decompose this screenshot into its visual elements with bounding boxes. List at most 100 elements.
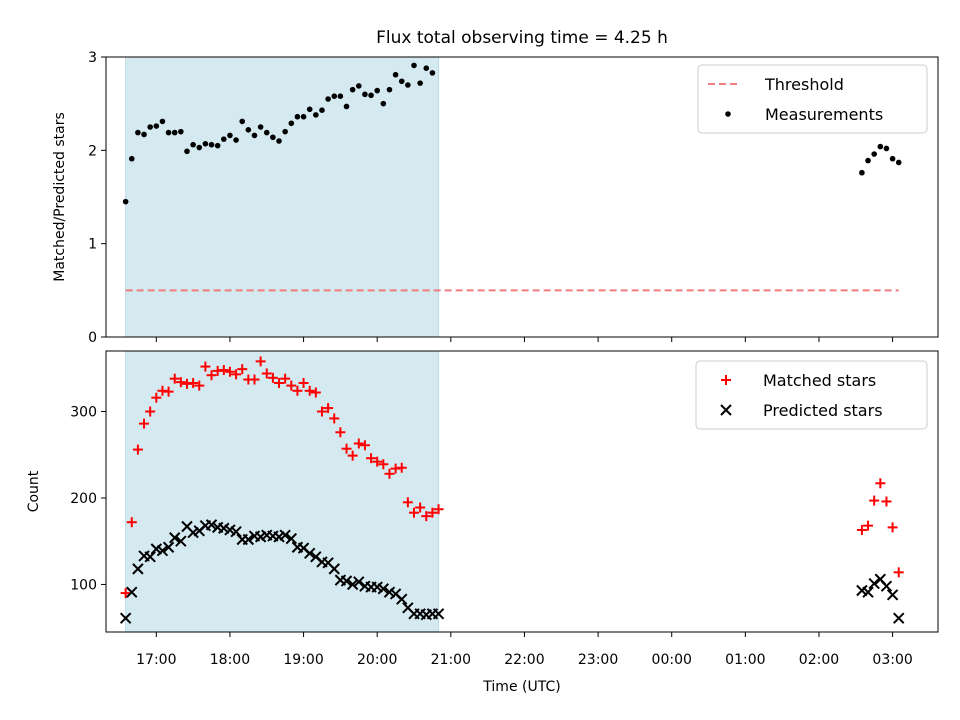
measurement-point <box>883 145 890 152</box>
measurement-point <box>871 151 877 157</box>
plot-area-frame <box>105 56 939 338</box>
predicted-stars-point <box>144 551 156 563</box>
predicted-stars-point <box>346 578 359 591</box>
y-tick-label: 100 <box>70 577 97 593</box>
predicted-stars-point <box>126 586 138 598</box>
matched-stars-point <box>323 403 334 414</box>
measurement-point <box>221 136 227 142</box>
matched-stars-point <box>329 413 340 424</box>
predicted-stars-point <box>328 563 340 575</box>
predicted-stars-point <box>230 525 242 538</box>
measurement-point <box>153 123 160 129</box>
predicted-stars-point <box>242 533 255 546</box>
measurement-point <box>263 129 270 136</box>
measurement-point <box>877 143 884 150</box>
measurement-point <box>889 155 896 162</box>
x-tick-label: 20:00 <box>357 652 397 668</box>
measurement-point <box>128 155 135 162</box>
matched-stars-point <box>151 392 162 403</box>
x-axis-ticks: 17:00 18:00 19:00 20:00 21:00 22:00 23:00 00:00… <box>136 337 913 668</box>
matched-stars-point <box>206 370 217 381</box>
predicted-stars-point <box>303 547 316 560</box>
measurement-point <box>392 71 399 78</box>
measurement-point <box>122 198 129 205</box>
predicted-stars-point <box>279 529 291 541</box>
predicted-stars-point <box>432 608 445 620</box>
predicted-stars-point <box>132 563 144 575</box>
matched-stars-point <box>341 443 352 454</box>
measurement-point <box>337 93 344 99</box>
measurement-point <box>349 86 356 93</box>
measurement-point <box>313 112 319 118</box>
measurement-point <box>288 120 295 127</box>
matched-stars-point <box>353 438 364 449</box>
matched-stars-point <box>893 567 904 578</box>
matched-stars-point <box>402 497 413 508</box>
measurement-point <box>171 129 178 136</box>
matched-stars-point <box>856 524 867 535</box>
x-tick-label: 18:00 <box>210 652 250 668</box>
measurement-point <box>202 141 209 147</box>
measurement-point <box>325 96 331 102</box>
predicted-stars-point <box>886 589 899 601</box>
legend-matched-swatch <box>721 375 731 385</box>
predicted-stars-point <box>893 612 905 624</box>
y-tick-label: 0 <box>88 330 97 346</box>
predicted-stars-point <box>868 577 880 590</box>
measurement-point <box>362 91 368 98</box>
x-tick-label: 17:00 <box>136 652 176 668</box>
x-tick-label: 19:00 <box>283 652 323 668</box>
legend-frame <box>697 64 928 134</box>
y-tick-label: 2 <box>88 143 97 159</box>
measurement-point <box>423 65 430 71</box>
measurement-point <box>374 87 380 94</box>
measurement-point <box>386 86 393 93</box>
measurement-point <box>135 129 141 136</box>
matched-stars-point <box>887 522 898 533</box>
matched-stars-point <box>200 361 211 372</box>
measurement-point <box>331 93 338 99</box>
predicted-stars-point <box>205 519 218 531</box>
matched-stars-point <box>384 468 395 479</box>
measurement-point <box>319 107 325 113</box>
predicted-stars-point <box>377 583 390 595</box>
plot-area-frame <box>105 350 939 633</box>
chart-title: Flux total observing time = 4.25 h <box>376 28 668 48</box>
matched-stars-point <box>286 380 297 391</box>
measurement-point <box>405 82 411 88</box>
measurement-point <box>147 124 153 130</box>
matched-stars-point <box>274 377 285 388</box>
predicted-stars-point <box>119 612 132 624</box>
measurement-point <box>165 129 172 136</box>
matched-stars-point <box>249 374 260 385</box>
measurement-point <box>865 157 871 164</box>
x-tick-label: 00:00 <box>652 652 692 668</box>
measurement-point <box>159 118 166 125</box>
measurement-point <box>294 113 301 120</box>
measurement-point <box>306 106 313 113</box>
measurement-point <box>343 103 350 110</box>
ratio-y-axis-label: Matched/Predicted stars <box>52 112 68 282</box>
matched-stars-point <box>261 368 272 379</box>
matched-stars-point <box>347 450 358 461</box>
matched-stars-point <box>427 507 438 518</box>
predicted-stars-point <box>353 576 365 588</box>
measurement-point <box>245 127 252 133</box>
measurement-point <box>895 159 902 166</box>
measurement-point <box>239 118 246 125</box>
matched-stars-point <box>139 418 150 429</box>
matched-stars-point <box>396 462 407 473</box>
predicted-stars-point <box>285 532 298 545</box>
measurement-point <box>380 100 387 107</box>
measurement-point <box>276 138 282 144</box>
measurement-point <box>257 124 264 130</box>
measurement-point <box>227 132 233 139</box>
legend-entry-label: Measurements <box>765 105 883 124</box>
matched-stars-point <box>280 373 291 384</box>
matched-stars-point <box>869 495 880 506</box>
predicted-stars-point <box>162 541 175 553</box>
measurement-point <box>411 62 417 69</box>
matched-stars-point <box>224 366 235 377</box>
measurement-point <box>417 80 423 86</box>
